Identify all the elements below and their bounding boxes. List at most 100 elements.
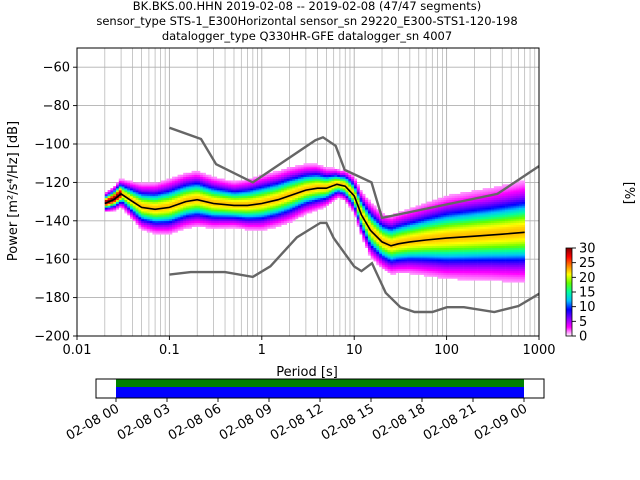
density-cell (379, 247, 383, 250)
density-cell (211, 209, 215, 212)
density-cell (423, 222, 428, 225)
density-cell (404, 215, 408, 218)
density-cell (432, 264, 436, 268)
density-cell (449, 207, 453, 210)
density-cell (297, 172, 302, 176)
density-cell (460, 203, 464, 206)
density-cell (454, 247, 458, 250)
density-cell (222, 197, 226, 200)
density-cell (510, 228, 514, 231)
density-cell (342, 172, 346, 176)
density-cell (191, 222, 195, 225)
density-cell (197, 172, 201, 176)
density-cell (429, 209, 433, 212)
density-cell (488, 268, 492, 272)
density-cell (286, 218, 290, 222)
density-cell (451, 257, 456, 260)
density-cell (387, 220, 391, 224)
density-cell (507, 211, 511, 214)
density-cell (440, 268, 444, 272)
density-cell (118, 180, 122, 183)
density-cell (390, 232, 394, 235)
density-cell (491, 240, 495, 243)
mean-curve (104, 183, 525, 247)
density-cell (297, 182, 302, 185)
density-cell (387, 226, 391, 229)
density-cell (418, 232, 422, 235)
density-cell (440, 255, 444, 258)
density-cell (485, 276, 489, 279)
density-cell (331, 199, 335, 202)
density-cell (496, 215, 500, 218)
density-cell (505, 253, 509, 256)
density-cell (493, 224, 497, 227)
density-cell (191, 186, 195, 189)
density-cell (337, 178, 341, 181)
density-cell (130, 201, 134, 204)
density-cell (124, 203, 128, 206)
density-cell (401, 255, 405, 258)
y-tick-label: −200 (34, 330, 70, 345)
density-cell (499, 199, 503, 202)
density-cell (401, 230, 405, 233)
density-cell (435, 215, 439, 218)
density-cell (107, 193, 111, 197)
density-cell (485, 243, 489, 247)
density-cell (415, 224, 419, 227)
density-cell (135, 213, 139, 216)
density-cell (183, 209, 187, 212)
density-cell (491, 192, 495, 195)
density-cell (460, 230, 464, 233)
density-cell (465, 274, 470, 277)
density-cell (118, 195, 122, 199)
density-cell (230, 215, 234, 218)
density-cell (278, 203, 282, 206)
density-cell (521, 195, 525, 199)
density-cell (155, 228, 159, 231)
density-cell (233, 180, 237, 183)
density-cell (493, 197, 497, 200)
density-cell (451, 207, 456, 210)
density-cell (300, 184, 304, 187)
density-cell (247, 199, 251, 202)
density-cell (325, 178, 330, 181)
density-cell (409, 209, 414, 212)
density-cell (107, 201, 111, 204)
density-cell (404, 263, 408, 266)
density-cell (426, 264, 430, 268)
density-cell (311, 180, 316, 183)
density-cell (457, 274, 461, 277)
density-cell (177, 209, 181, 212)
density-cell (423, 264, 428, 268)
density-cell (460, 261, 464, 264)
density-cell (387, 245, 391, 248)
density-cell (269, 174, 274, 177)
density-cell (429, 243, 433, 247)
density-cell (219, 220, 223, 224)
density-cell (446, 268, 450, 272)
density-cell (474, 220, 478, 224)
density-cell (225, 226, 229, 229)
density-cell (152, 190, 156, 193)
density-cell (373, 230, 377, 233)
density-cell (211, 205, 215, 208)
density-cell (213, 203, 218, 206)
density-cell (345, 176, 349, 179)
density-cell (437, 264, 442, 268)
density-cell (230, 186, 234, 189)
density-cell (135, 220, 139, 224)
density-cell (258, 205, 262, 208)
density-cell (471, 211, 475, 214)
density-cell (395, 253, 400, 256)
density-cell (421, 268, 425, 272)
density-cell (160, 205, 164, 208)
density-cell (141, 215, 145, 218)
density-cell (191, 201, 195, 204)
density-cell (401, 257, 405, 260)
density-cell (328, 174, 332, 177)
density-cell (401, 216, 405, 220)
density-cell (163, 184, 167, 187)
density-cell (418, 249, 422, 252)
density-cell (118, 199, 122, 202)
density-cell (289, 192, 293, 195)
